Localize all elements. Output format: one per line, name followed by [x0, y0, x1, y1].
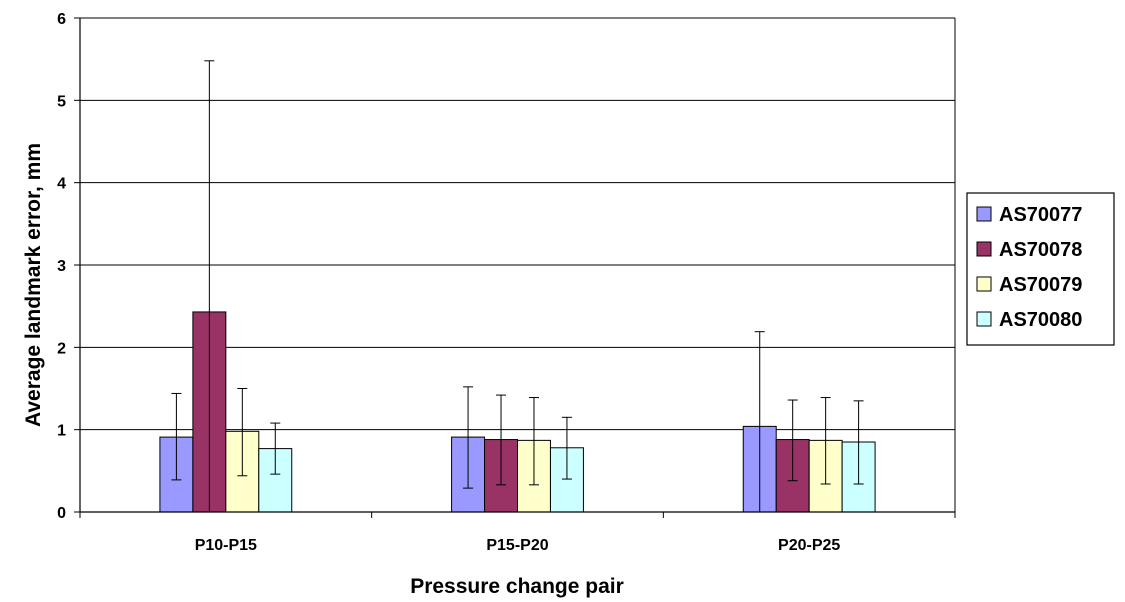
legend-swatch: [976, 241, 992, 257]
y-tick-labels: 0 1 2 3 4 5 6: [57, 11, 66, 522]
legend-label: AS70079: [999, 274, 1082, 296]
bars: [159, 311, 876, 513]
x-tick-label: P10-P15: [195, 537, 257, 554]
legend-swatch: [976, 311, 992, 327]
bar: [549, 447, 584, 513]
y-axis-title: Average landmark error, mm: [22, 143, 45, 427]
y-tick-label: 4: [57, 176, 66, 193]
y-tick-label: 5: [57, 93, 66, 110]
x-tick-label: P20-P25: [778, 537, 840, 554]
legend-swatch: [976, 206, 992, 222]
y-tick-label: 1: [57, 423, 66, 440]
x-tick-labels: P10-P15 P15-P20 P20-P25: [195, 537, 841, 554]
axes: [74, 17, 956, 518]
legend: AS70077 AS70078 AS70079 AS70080: [966, 192, 1115, 346]
y-tick-label: 3: [57, 258, 66, 275]
y-tick-label: 6: [57, 11, 66, 28]
legend-label: AS70078: [999, 239, 1082, 261]
legend-swatch: [976, 276, 992, 292]
y-tick-label: 2: [57, 340, 66, 357]
y-tick-label: 0: [57, 505, 66, 522]
x-tick-label: P15-P20: [486, 537, 548, 554]
legend-label: AS70080: [999, 309, 1082, 331]
error-bars: [171, 60, 864, 512]
legend-label: AS70077: [999, 204, 1082, 226]
x-axis-title: Pressure change pair: [410, 575, 624, 598]
